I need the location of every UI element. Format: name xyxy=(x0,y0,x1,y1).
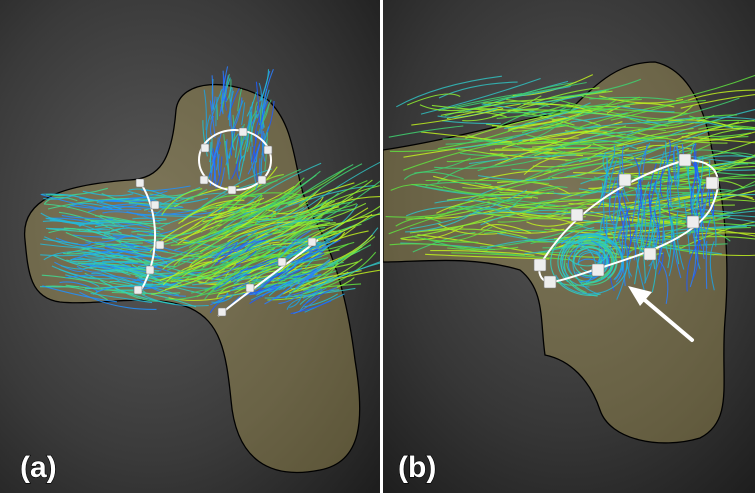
marker-cube xyxy=(246,284,254,292)
marker-cube xyxy=(239,128,247,136)
marker-cube xyxy=(544,276,556,288)
marker-cube xyxy=(308,238,316,246)
panel-label: (a) xyxy=(20,451,57,484)
marker-cube xyxy=(151,201,159,209)
marker-cube xyxy=(146,266,154,274)
marker-cube xyxy=(571,209,583,221)
panel-b: (b) xyxy=(383,0,755,493)
marker-cube xyxy=(258,176,266,184)
marker-cube xyxy=(706,177,718,189)
panel-a: (a) xyxy=(0,0,394,493)
marker-cube xyxy=(679,154,691,166)
marker-cube xyxy=(534,259,546,271)
marker-cube xyxy=(218,308,226,316)
panel-label: (b) xyxy=(398,451,436,484)
marker-cube xyxy=(228,186,236,194)
marker-cube xyxy=(687,216,699,228)
marker-cube xyxy=(201,144,209,152)
marker-cube xyxy=(278,258,286,266)
marker-cube xyxy=(200,176,208,184)
marker-cube xyxy=(134,286,142,294)
marker-cube xyxy=(264,146,272,154)
marker-cube xyxy=(156,241,164,249)
marker-cube xyxy=(619,174,631,186)
marker-cube xyxy=(644,248,656,260)
figure: (a) (b) xyxy=(0,0,755,493)
marker-cube xyxy=(592,264,604,276)
marker-cube xyxy=(136,179,144,187)
